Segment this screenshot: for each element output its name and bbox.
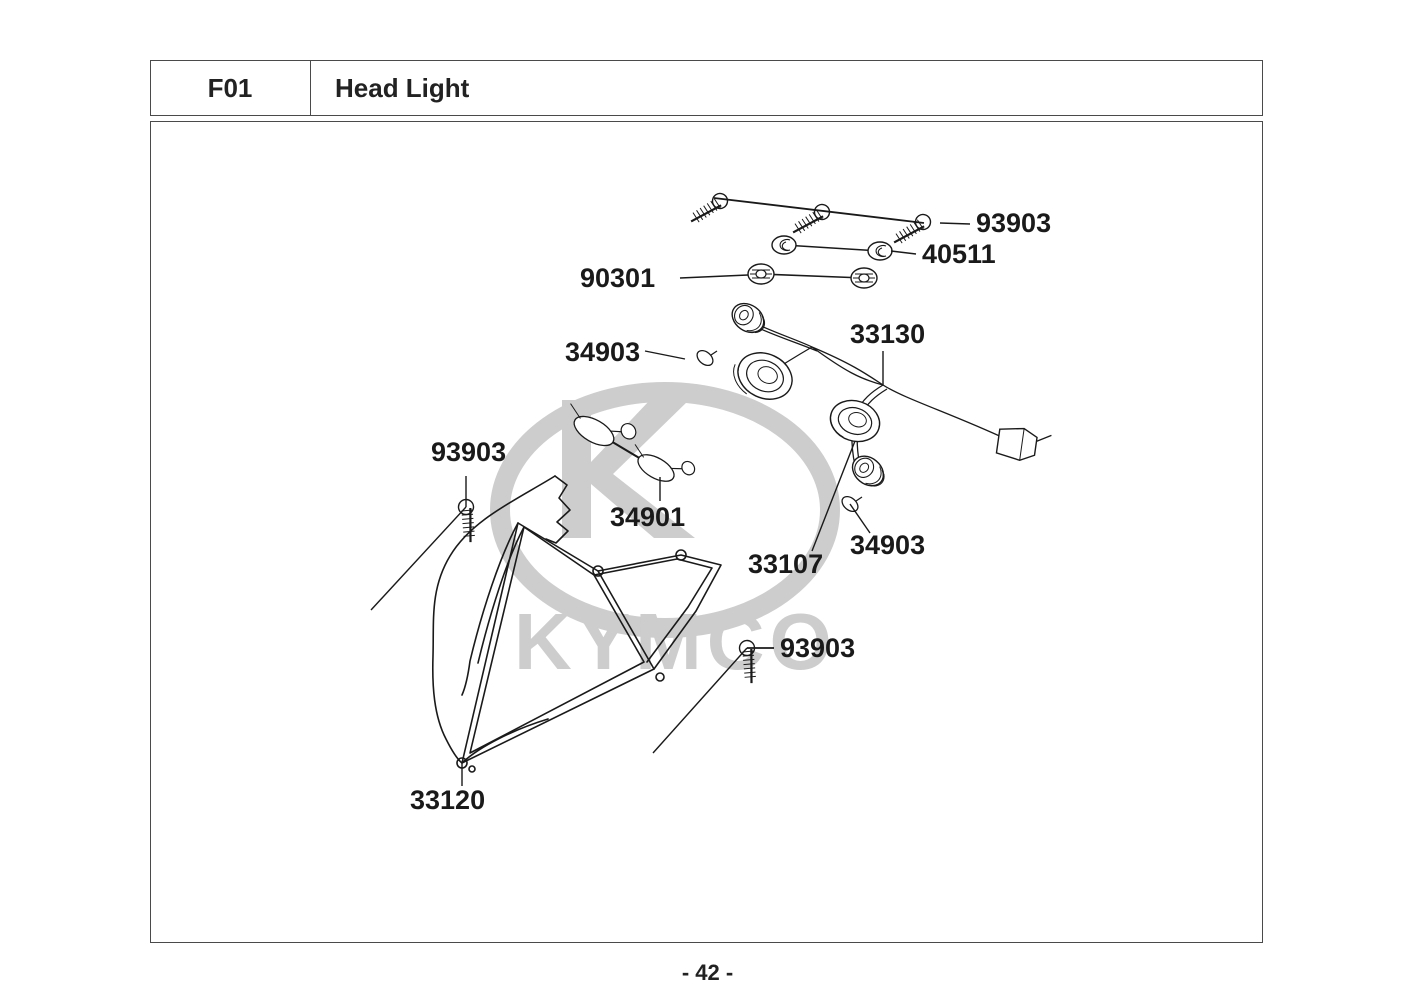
svg-text:33107: 33107 — [748, 549, 823, 579]
svg-text:93903: 93903 — [976, 208, 1051, 238]
svg-text:34903: 34903 — [850, 530, 925, 560]
svg-text:93903: 93903 — [431, 437, 506, 467]
svg-text:93903: 93903 — [780, 633, 855, 663]
svg-text:33130: 33130 — [850, 319, 925, 349]
svg-text:33120: 33120 — [410, 785, 485, 815]
svg-text:34901: 34901 — [610, 502, 685, 532]
svg-text:90301: 90301 — [580, 263, 655, 293]
svg-text:40511: 40511 — [922, 239, 996, 269]
svg-text:34903: 34903 — [565, 337, 640, 367]
